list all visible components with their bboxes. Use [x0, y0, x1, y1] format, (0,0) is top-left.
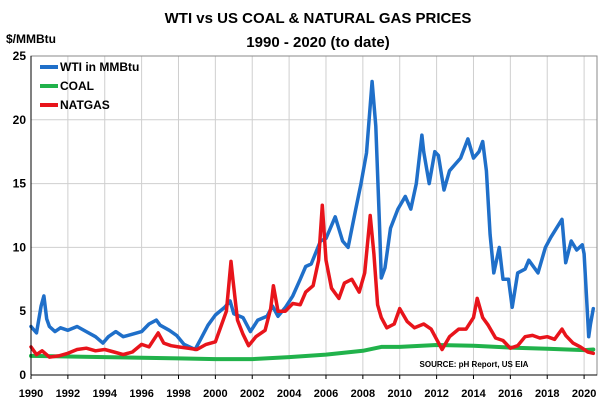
x-tick-label: 1996 [129, 388, 153, 400]
y-tick-label: 10 [13, 240, 27, 254]
source-note: SOURCE: pH Report, US EIA [420, 360, 529, 369]
y-tick-label: 20 [13, 113, 27, 127]
x-tick-label: 1990 [19, 388, 43, 400]
chart-subtitle: 1990 - 2020 (to date) [246, 34, 389, 51]
x-tick-label: 2000 [203, 388, 227, 400]
x-tick-label: 2012 [424, 388, 448, 400]
x-tick-label: 2006 [314, 388, 338, 400]
x-tick-label: 2018 [535, 388, 559, 400]
series-line-natgas [29, 203, 596, 359]
chart-title: WTI vs US COAL & NATURAL GAS PRICES [165, 10, 472, 27]
x-tick-label: 1992 [56, 388, 80, 400]
x-tick-label: 1998 [166, 388, 190, 400]
x-tick-label: 2002 [240, 388, 264, 400]
x-tick-label: 2010 [387, 388, 411, 400]
y-tick-label: 25 [13, 49, 27, 63]
x-tick-label: 2014 [461, 388, 486, 400]
x-tick-label: 2008 [351, 388, 375, 400]
x-tick-label: 1994 [93, 388, 118, 400]
y-tick-label: 15 [13, 177, 27, 191]
legend-label-natgas: NATGAS [60, 98, 110, 112]
y-tick-label: 0 [19, 368, 26, 382]
x-tick-label: 2004 [277, 388, 302, 400]
series-line-wti-in-mmbtu [29, 79, 596, 352]
y-tick-label: 5 [19, 304, 26, 318]
legend-label-wti: WTI in MMBtu [60, 60, 139, 74]
x-tick-label: 2016 [498, 388, 522, 400]
legend-label-coal: COAL [60, 79, 94, 93]
y-axis-label: $/MMBtu [6, 32, 56, 46]
x-tick-label: 2020 [572, 388, 596, 400]
legend: WTI in MMBtu COAL NATGAS [40, 60, 139, 112]
